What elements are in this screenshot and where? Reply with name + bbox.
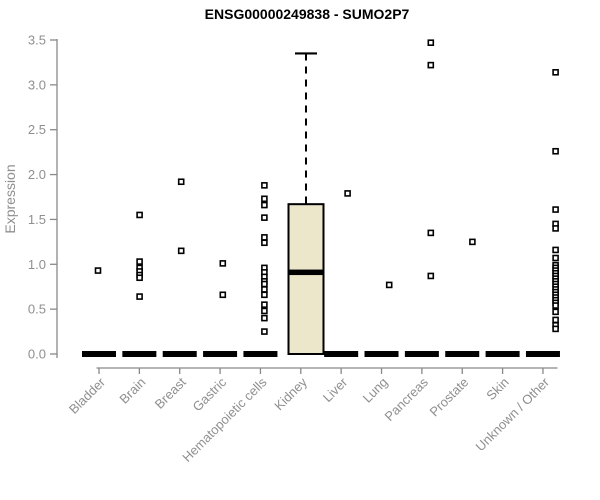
x-tick-label: Lung <box>360 375 391 406</box>
y-tick-label: 3.5 <box>28 33 46 48</box>
zero-expression-bar <box>203 351 238 357</box>
data-point <box>261 201 268 209</box>
data-point <box>427 39 435 46</box>
y-tick-label: 3.0 <box>28 77 46 92</box>
data-point <box>552 254 559 262</box>
zero-expression-bar <box>364 351 399 357</box>
x-tick-label: Liver <box>320 374 351 405</box>
x-tick-label: Breast <box>152 374 189 411</box>
data-point <box>552 68 559 76</box>
zero-expression-bar <box>525 351 560 357</box>
x-tick-label: Kidney <box>271 374 310 413</box>
data-point <box>177 178 185 186</box>
data-point <box>261 286 268 293</box>
zero-expression-bar <box>324 351 359 357</box>
data-point <box>136 274 143 282</box>
data-point <box>177 247 185 255</box>
y-tick-label: 1.0 <box>28 257 46 272</box>
data-point <box>261 314 268 322</box>
x-tick-label: Prostate <box>427 375 472 420</box>
zero-expression-bar <box>122 351 157 357</box>
data-point <box>261 214 268 221</box>
data-point <box>261 291 268 299</box>
x-tick-label: Brain <box>116 375 148 407</box>
data-point <box>427 272 435 280</box>
data-point <box>136 211 143 219</box>
data-point <box>552 225 559 232</box>
data-point <box>552 147 559 155</box>
data-point <box>261 307 268 315</box>
data-point <box>261 301 268 308</box>
data-point <box>219 260 227 267</box>
y-tick-label: 0.0 <box>28 347 46 362</box>
data-point <box>136 293 143 300</box>
data-point <box>261 234 268 241</box>
data-point <box>344 190 351 197</box>
zero-expression-bar <box>404 351 439 357</box>
box-iqr <box>287 203 325 355</box>
zero-expression-bar <box>82 351 116 357</box>
data-point <box>469 238 476 246</box>
x-tick-label: Unknown / Other <box>472 374 552 454</box>
x-tick-label: Skin <box>483 375 511 403</box>
data-point <box>552 246 559 254</box>
y-tick-label: 1.5 <box>28 212 46 227</box>
data-point <box>427 229 435 237</box>
data-point <box>552 325 559 333</box>
chart-title: ENSG00000249838 - SUMO2P7 <box>205 6 410 22</box>
x-tick-label: Gastric <box>189 374 229 414</box>
zero-expression-bar <box>162 351 197 357</box>
y-tick-label: 0.5 <box>28 302 46 317</box>
zero-expression-bar <box>243 351 278 357</box>
data-point <box>261 182 268 189</box>
x-tick-label: Pancreas <box>382 374 432 424</box>
data-point <box>261 195 268 203</box>
data-point <box>261 280 268 288</box>
y-axis-label: Expression <box>2 164 18 233</box>
y-tick-label: 2.5 <box>28 122 46 137</box>
data-point <box>261 328 268 335</box>
data-point <box>385 281 393 289</box>
data-point <box>136 258 143 265</box>
data-point <box>261 239 268 247</box>
box-median-line <box>288 269 324 276</box>
y-tick-label: 2.0 <box>28 167 46 182</box>
data-point <box>552 206 559 213</box>
data-point <box>552 308 559 316</box>
zero-expression-bar <box>485 351 520 357</box>
x-tick-label: Bladder <box>66 374 109 417</box>
data-point <box>427 61 435 69</box>
data-point <box>552 302 559 309</box>
data-point <box>552 316 559 324</box>
data-point <box>219 291 227 299</box>
zero-expression-bar <box>445 351 480 357</box>
data-point <box>94 267 102 274</box>
